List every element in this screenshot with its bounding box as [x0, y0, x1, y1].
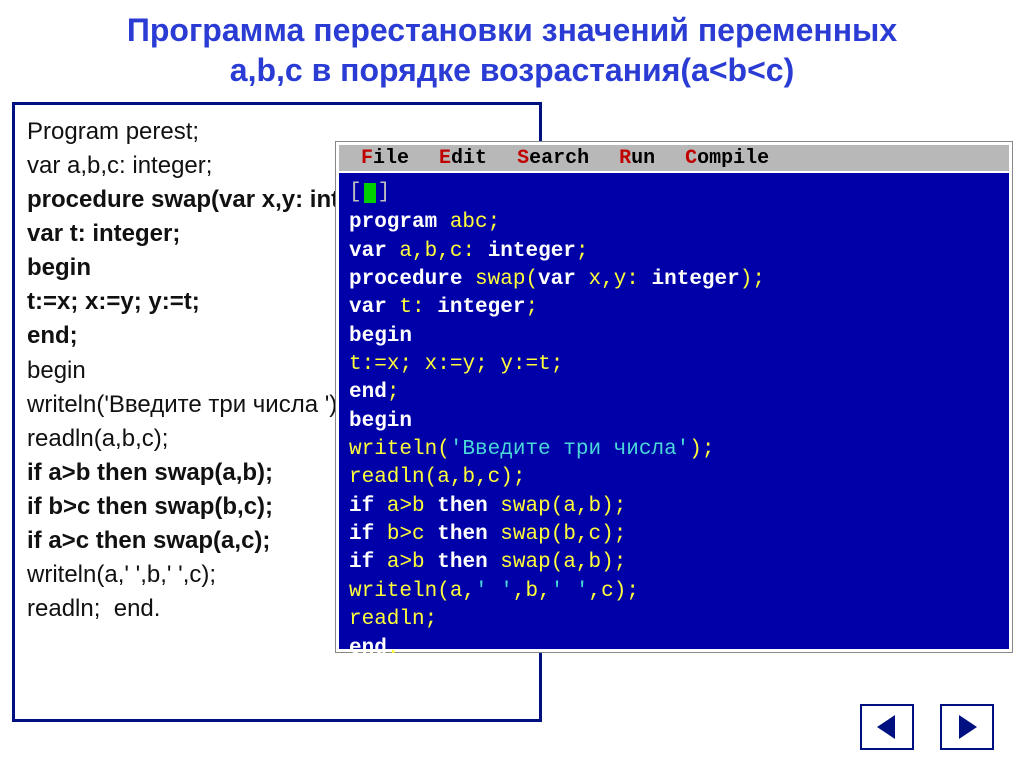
ide-menu-item[interactable]: Search	[517, 147, 589, 170]
title-line1: Программа перестановки значений переменн…	[127, 12, 897, 48]
ide-code-line: if a>b then swap(a,b);	[349, 549, 999, 577]
ide-frame-header: []	[349, 179, 999, 207]
ide-code-line: procedure swap(var x,y: integer);	[349, 266, 999, 294]
bracket-left: [	[349, 179, 362, 207]
ide-code-line: t:=x; x:=y; y:=t;	[349, 351, 999, 379]
next-button[interactable]	[940, 704, 994, 750]
ide-code-line: if a>b then swap(a,b);	[349, 493, 999, 521]
ide-code-line: end;	[349, 379, 999, 407]
title-line2: a,b,c в порядке возрастания(a<b<c)	[230, 52, 794, 88]
ide-code-line: program abc;	[349, 209, 999, 237]
ide-code-line: begin	[349, 323, 999, 351]
ide-code-line: readln(a,b,c);	[349, 464, 999, 492]
ide-menu-item[interactable]: Run	[619, 147, 655, 170]
ide-code-line: end.	[349, 635, 999, 663]
content-area: Program perest;var a,b,c: integer;proced…	[12, 102, 1014, 726]
ide-code-line: if b>c then swap(b,c);	[349, 521, 999, 549]
ide-code-line: readln;	[349, 606, 999, 634]
ide-code-line: writeln(a,' ',b,' ',c);	[349, 578, 999, 606]
ide-code-line: var t: integer;	[349, 294, 999, 322]
ide-code-line: writeln('Введите три числа');	[349, 436, 999, 464]
ide-menu-item[interactable]: File	[361, 147, 409, 170]
triangle-left-icon	[871, 711, 903, 743]
ide-menu-item[interactable]: Edit	[439, 147, 487, 170]
ide-menu-item[interactable]: Compile	[685, 147, 769, 170]
page-title: Программа перестановки значений переменн…	[0, 0, 1024, 96]
ide-menubar: File Edit Search Run Compile	[339, 145, 1009, 173]
ide-cursor	[364, 183, 376, 203]
nav-buttons	[860, 704, 994, 750]
ide-window: File Edit Search Run Compile [] program abc;…	[336, 142, 1012, 652]
ide-editor: [] program abc;var a,b,c: integer;proced…	[339, 173, 1009, 671]
bracket-right: ]	[378, 179, 391, 207]
triangle-right-icon	[951, 711, 983, 743]
ide-code-line: var a,b,c: integer;	[349, 238, 999, 266]
prev-button[interactable]	[860, 704, 914, 750]
ide-code-line: begin	[349, 408, 999, 436]
